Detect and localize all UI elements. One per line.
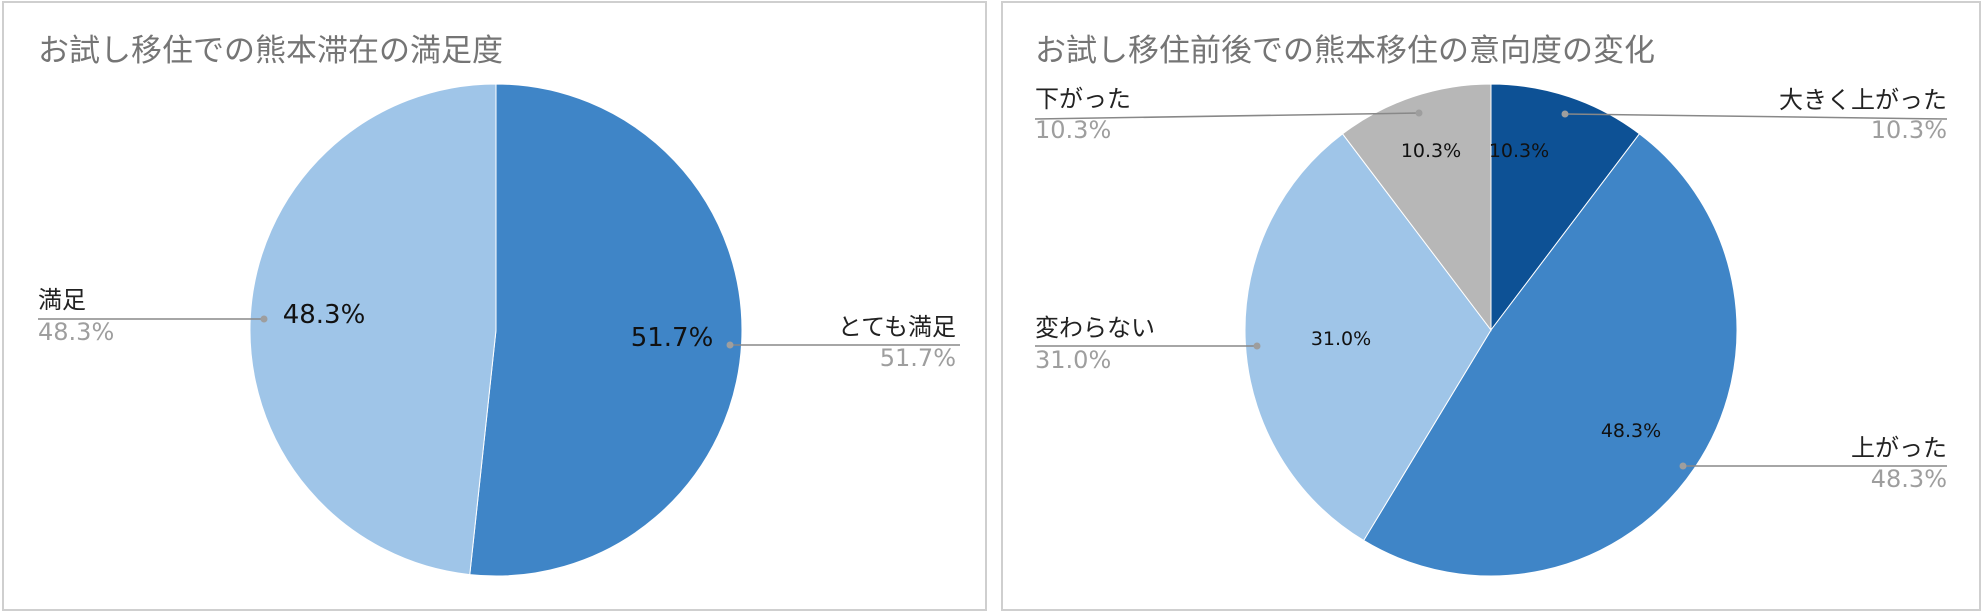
slice-percent-label: 51.7% xyxy=(880,344,956,372)
slice-category-label: 下がった xyxy=(1035,85,1131,113)
pie-labels: 10.3%大きく上がった10.3%48.3%上がった48.3%31.0%変わらな… xyxy=(1034,85,1948,493)
chart-panel-intention-change: お試し移住前後での熊本移住の意向度の変化 10.3% 大きく上がった 10.3% 48… xyxy=(1001,1,1981,611)
pie-slice xyxy=(1244,133,1492,542)
leader-dot xyxy=(726,341,734,349)
slice-value-label: 51.7% xyxy=(631,323,714,353)
pie-chart-intention-change: お試し移住前後での熊本移住の意向度の変化 10.3%大きく上がった10.3%48… xyxy=(1034,33,1948,577)
slice-percent-label: 10.3% xyxy=(1035,116,1111,144)
slice-percent-label: 10.3% xyxy=(1871,116,1947,144)
leader-dot xyxy=(1253,342,1261,350)
pie-slice xyxy=(469,83,743,577)
pie-slices xyxy=(249,83,743,577)
slice-percent-label: 48.3% xyxy=(38,318,114,346)
slice-category-label: 上がった xyxy=(1851,434,1947,462)
slice-value-label: 10.3% xyxy=(1489,140,1549,162)
leader-dot xyxy=(260,315,268,323)
leader-line xyxy=(1564,113,1948,120)
pie-slice xyxy=(1341,83,1492,332)
pie-labels: 51.7% とても満足 51.7% 48.3% 満足 48.3% xyxy=(38,286,960,372)
pie-slice xyxy=(249,83,497,576)
chart-title: お試し移住前後での熊本移住の意向度の変化 xyxy=(1035,33,1655,69)
slice-category-label: 満足 xyxy=(38,286,86,314)
pie-slices xyxy=(1244,83,1738,577)
slice-category-label: 大きく上がった xyxy=(1779,86,1947,114)
slice-value-label: 31.0% xyxy=(1311,328,1371,350)
pie-chart-satisfaction: お試し移住での熊本滞在の満足度 51.7% とても満足 51.7% 48.3% 満足 48… xyxy=(38,33,960,577)
pie-slice xyxy=(1490,83,1641,332)
leader-line xyxy=(1034,112,1420,120)
slice-value-label: 48.3% xyxy=(283,300,366,330)
leader-dot xyxy=(1561,110,1569,118)
slice-value-label: 10.3% xyxy=(1401,140,1461,162)
slice-category-label: とても満足 xyxy=(838,313,956,341)
chart-panel-satisfaction: お試し移住での熊本滞在の満足度 51.7% とても満足 51.7% 48.3% 満足 48… xyxy=(2,1,987,611)
chart-title: お試し移住での熊本滞在の満足度 xyxy=(38,33,503,69)
leader-dot xyxy=(1415,109,1423,117)
pie-slice xyxy=(1362,133,1738,577)
slice-category-label: 変わらない xyxy=(1035,314,1155,342)
slice-value-label: 48.3% xyxy=(1601,420,1661,442)
slice-percent-label: 48.3% xyxy=(1871,465,1947,493)
leader-dot xyxy=(1679,462,1687,470)
slice-percent-label: 31.0% xyxy=(1035,346,1111,374)
